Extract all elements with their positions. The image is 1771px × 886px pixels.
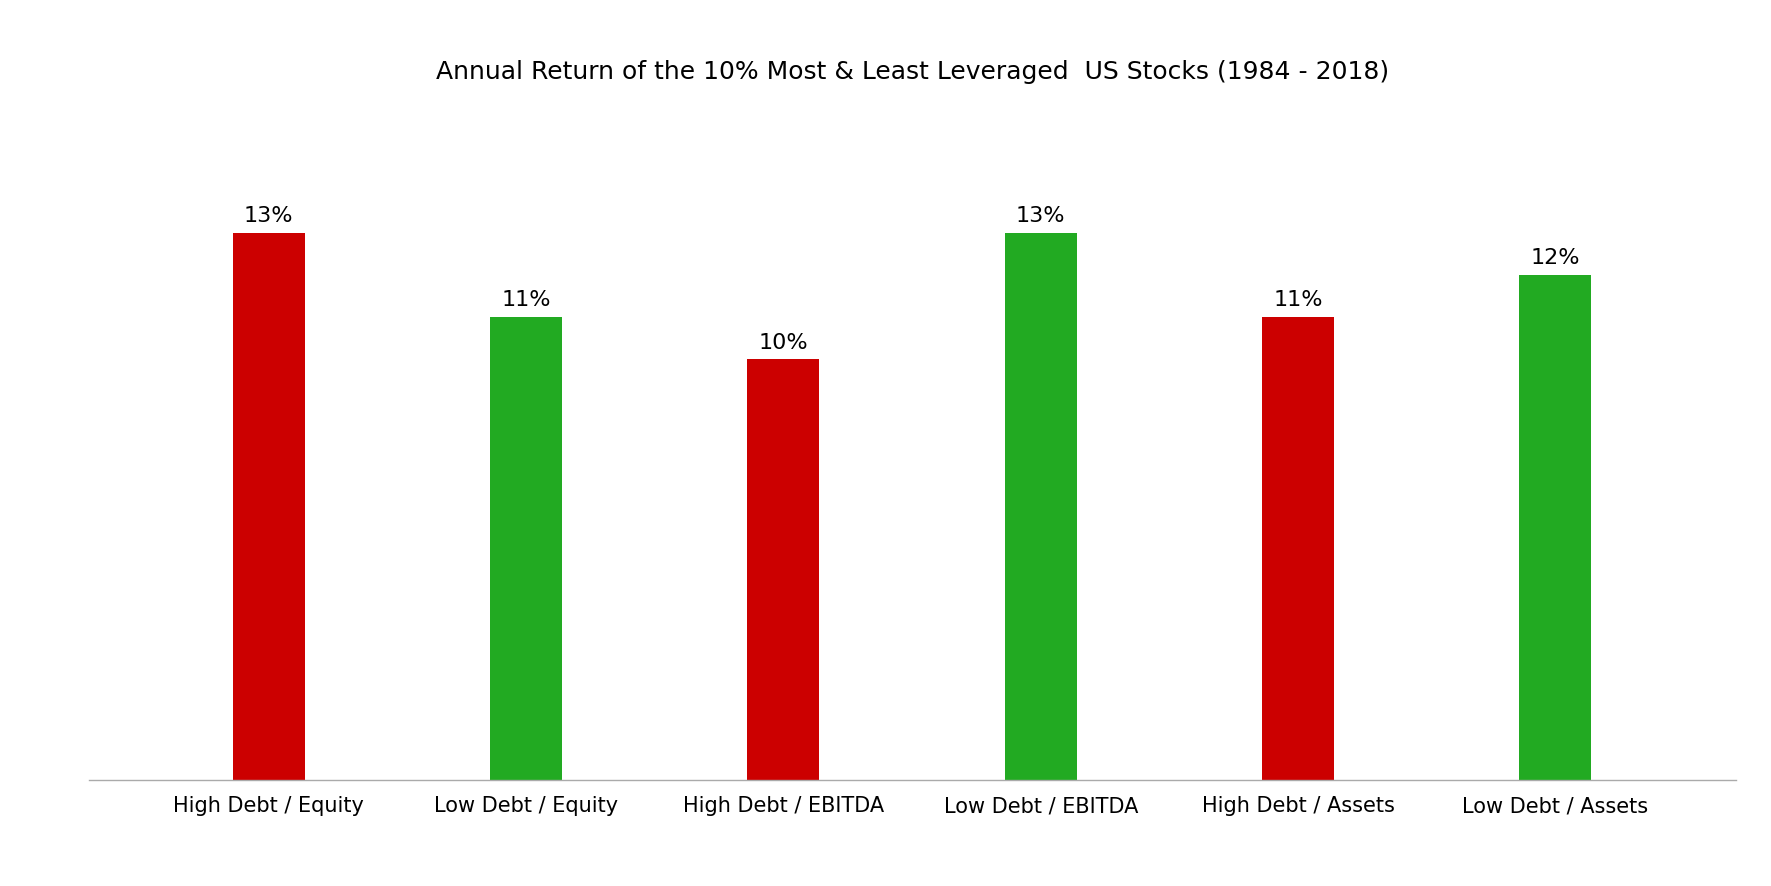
- Text: 12%: 12%: [1530, 248, 1580, 268]
- Bar: [1263, 317, 1334, 780]
- Bar: [747, 359, 820, 780]
- Text: 10%: 10%: [758, 332, 808, 353]
- Text: 11%: 11%: [501, 291, 551, 310]
- Bar: [1004, 233, 1077, 780]
- Text: 11%: 11%: [1273, 291, 1323, 310]
- Bar: [491, 317, 561, 780]
- Bar: [1520, 275, 1592, 780]
- Title: Annual Return of the 10% Most & Least Leveraged  US Stocks (1984 - 2018): Annual Return of the 10% Most & Least Le…: [436, 59, 1388, 83]
- Text: 13%: 13%: [244, 206, 294, 226]
- Text: 13%: 13%: [1017, 206, 1066, 226]
- Bar: [232, 233, 305, 780]
